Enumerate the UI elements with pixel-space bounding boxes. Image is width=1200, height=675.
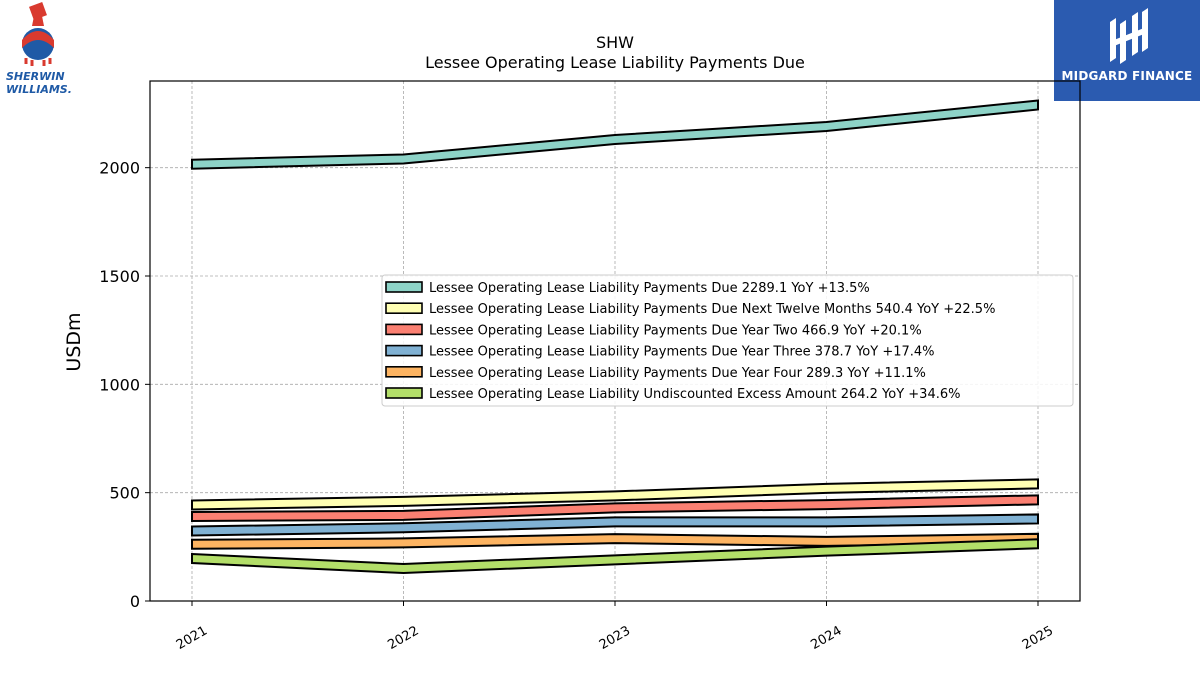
series-bands	[191, 99, 1039, 575]
x-tick-label: 2021	[174, 623, 210, 653]
legend-entry: Lessee Operating Lease Liability Payment…	[429, 323, 922, 338]
y-tick-label: 2000	[99, 159, 140, 178]
y-tick-label: 1000	[99, 375, 140, 394]
y-tick-label: 1500	[99, 267, 140, 286]
logo-line-2: WILLIAMS.	[6, 83, 72, 96]
legend-entry: Lessee Operating Lease Liability Payment…	[429, 345, 935, 360]
paint-can-globe-icon	[22, 2, 54, 66]
legend-entry: Lessee Operating Lease Liability Undisco…	[429, 387, 960, 402]
chart-subtitle: Lessee Operating Lease Liability Payment…	[425, 53, 805, 72]
y-tick-label: 0	[130, 592, 140, 611]
logo-line-1: SHERWIN	[6, 70, 65, 83]
legend-swatch	[385, 365, 423, 378]
x-tick-label: 2024	[808, 623, 844, 653]
y-tick-label: 500	[109, 484, 140, 503]
y-axis-label: USDm	[63, 312, 85, 371]
midgard-finance-logo: MIDGARD FINANCE	[1054, 0, 1200, 101]
x-tick-label: 2025	[1020, 623, 1056, 653]
legend-entry: Lessee Operating Lease Liability Payment…	[429, 366, 926, 381]
sherwin-williams-logo: SHERWIN WILLIAMS.	[4, 2, 74, 102]
series-band	[191, 494, 1039, 523]
series-band	[191, 99, 1039, 170]
legend-swatch	[385, 344, 423, 357]
legend-swatch	[385, 302, 423, 315]
legend-entry: Lessee Operating Lease Liability Payment…	[429, 302, 995, 317]
midgard-finance-wordmark: MIDGARD FINANCE	[1061, 69, 1193, 83]
series-band	[191, 538, 1039, 575]
legend-entry: Lessee Operating Lease Liability Payment…	[429, 281, 870, 296]
chart-title: SHW	[596, 33, 634, 52]
legend-swatch	[385, 323, 423, 336]
series-band	[191, 478, 1039, 511]
midgard-mark-icon	[1110, 8, 1148, 64]
legend-swatch	[385, 281, 423, 293]
x-tick-label: 2023	[597, 623, 633, 653]
x-tick-label: 2022	[385, 623, 421, 653]
legend: Lessee Operating Lease Liability Payment…	[381, 274, 1074, 407]
series-band	[191, 513, 1039, 537]
legend-box	[381, 274, 1074, 407]
sherwin-williams-wordmark: SHERWIN WILLIAMS.	[6, 70, 78, 96]
legend-swatch	[385, 387, 423, 399]
